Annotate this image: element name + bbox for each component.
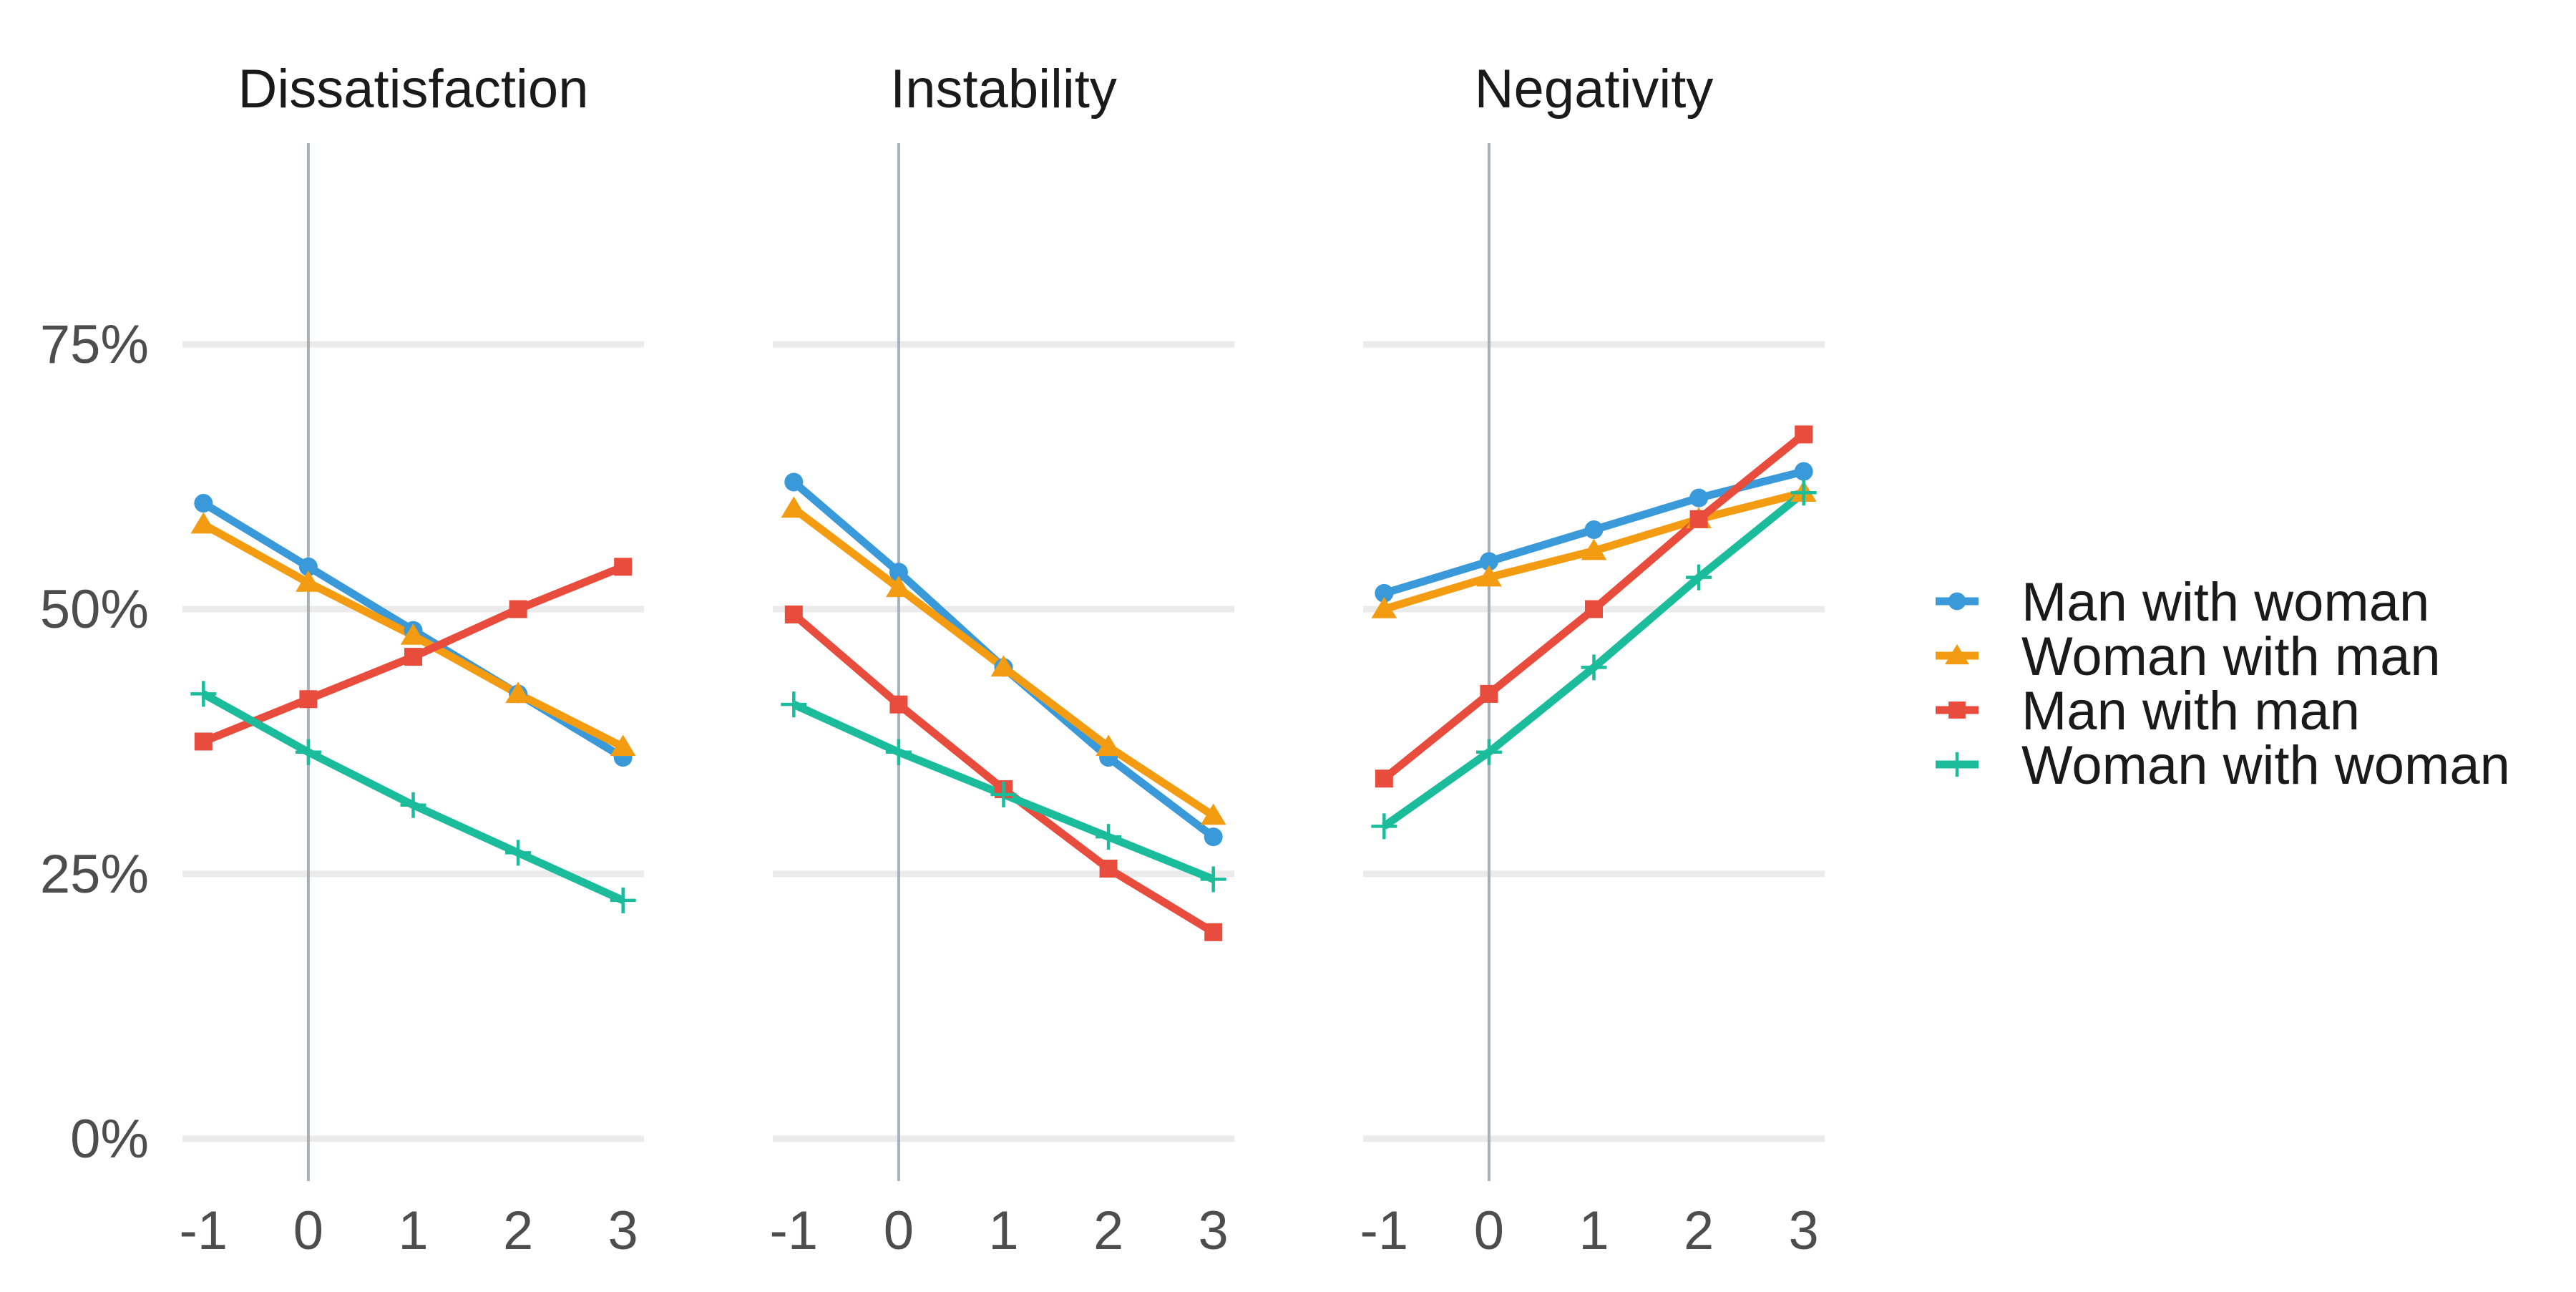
data-point bbox=[1375, 769, 1393, 788]
data-point bbox=[1479, 552, 1498, 571]
x-tick-label: 0 bbox=[1474, 1200, 1504, 1261]
data-point bbox=[295, 739, 321, 765]
y-tick-label: 0% bbox=[70, 1109, 149, 1170]
data-point bbox=[784, 472, 804, 492]
legend-item: Man with woman bbox=[1936, 572, 2429, 633]
data-point bbox=[1371, 597, 1397, 618]
data-point bbox=[1204, 923, 1223, 941]
data-point bbox=[1686, 564, 1712, 591]
x-tick-label: 3 bbox=[608, 1200, 638, 1261]
data-point bbox=[1200, 866, 1226, 893]
data-point bbox=[509, 600, 527, 618]
x-tick-label: 2 bbox=[1093, 1200, 1123, 1261]
legend-label: Man with man bbox=[2021, 681, 2360, 742]
legend-item: Man with man bbox=[1936, 681, 2360, 742]
data-point bbox=[1689, 488, 1709, 507]
legend-item: Woman with man bbox=[1936, 626, 2441, 687]
legend-item: Woman with woman bbox=[1936, 735, 2510, 796]
x-tick-label: -1 bbox=[1360, 1200, 1409, 1261]
data-point bbox=[400, 623, 426, 645]
facet-title: Dissatisfaction bbox=[238, 59, 589, 120]
y-tick-label: 50% bbox=[40, 579, 149, 640]
data-point bbox=[1945, 643, 1969, 665]
x-tick-label: 1 bbox=[1579, 1200, 1609, 1261]
x-tick-label: 0 bbox=[293, 1200, 323, 1261]
data-point bbox=[1581, 538, 1607, 560]
x-tick-label: 3 bbox=[1199, 1200, 1229, 1261]
data-point bbox=[505, 840, 532, 866]
data-point bbox=[885, 739, 912, 765]
data-point bbox=[298, 557, 318, 576]
data-point bbox=[194, 732, 213, 751]
data-point bbox=[784, 605, 803, 623]
data-point bbox=[1948, 701, 1966, 719]
data-point bbox=[614, 558, 633, 576]
data-point bbox=[190, 681, 217, 707]
data-point bbox=[505, 681, 531, 704]
x-tick-label: -1 bbox=[180, 1200, 228, 1261]
facet-title: Instability bbox=[890, 59, 1117, 120]
data-point bbox=[1794, 462, 1813, 481]
data-point bbox=[1096, 824, 1122, 850]
data-point bbox=[889, 563, 908, 582]
data-point bbox=[990, 655, 1017, 677]
data-point bbox=[1099, 860, 1118, 878]
x-tick-label: 1 bbox=[988, 1200, 1018, 1261]
data-point bbox=[1790, 480, 1817, 506]
data-point bbox=[610, 734, 636, 757]
data-point bbox=[1944, 752, 1970, 777]
data-point bbox=[889, 695, 908, 714]
data-point bbox=[1581, 654, 1607, 681]
legend-label: Man with woman bbox=[2021, 572, 2429, 633]
data-point bbox=[299, 690, 318, 709]
data-point bbox=[296, 570, 321, 592]
data-point bbox=[1200, 803, 1226, 825]
data-point bbox=[1585, 600, 1603, 618]
data-point bbox=[1371, 813, 1397, 840]
data-point bbox=[1795, 425, 1813, 444]
data-point bbox=[781, 691, 807, 718]
data-point bbox=[1475, 739, 1502, 765]
y-tick-label: 25% bbox=[40, 844, 149, 905]
data-point bbox=[1948, 592, 1966, 611]
data-point bbox=[886, 575, 912, 598]
x-tick-label: 3 bbox=[1789, 1200, 1819, 1261]
legend-label: Woman with man bbox=[2021, 626, 2441, 687]
data-point bbox=[1204, 827, 1223, 847]
legend-label: Woman with woman bbox=[2021, 735, 2510, 796]
data-point bbox=[1096, 734, 1121, 757]
x-tick-label: 0 bbox=[884, 1200, 914, 1261]
data-point bbox=[190, 512, 217, 534]
data-point bbox=[610, 887, 636, 913]
data-point bbox=[781, 496, 807, 518]
data-point bbox=[1689, 510, 1708, 528]
x-tick-label: 1 bbox=[398, 1200, 428, 1261]
data-point bbox=[1480, 684, 1498, 703]
data-point bbox=[1476, 565, 1502, 587]
y-tick-label: 75% bbox=[40, 314, 149, 375]
x-tick-label: 2 bbox=[503, 1200, 533, 1261]
data-point bbox=[404, 648, 422, 666]
data-point bbox=[194, 494, 213, 513]
data-point bbox=[400, 792, 426, 818]
x-tick-label: 2 bbox=[1684, 1200, 1714, 1261]
data-point bbox=[990, 781, 1017, 807]
data-point bbox=[1375, 583, 1394, 603]
x-tick-label: -1 bbox=[770, 1200, 819, 1261]
data-point bbox=[1584, 520, 1604, 540]
facet-title: Negativity bbox=[1475, 59, 1714, 120]
